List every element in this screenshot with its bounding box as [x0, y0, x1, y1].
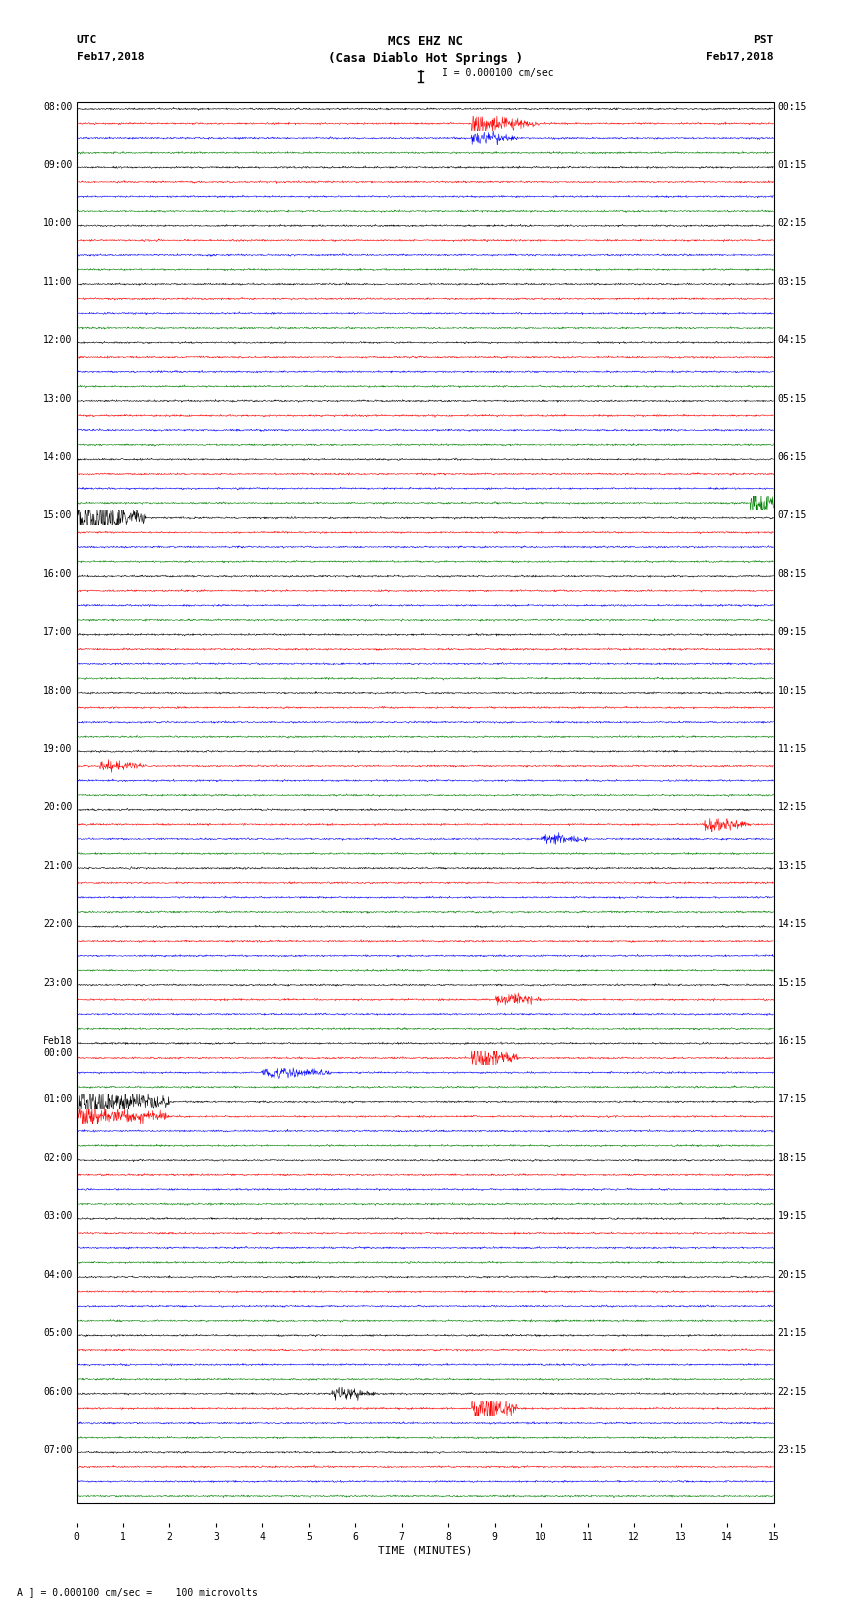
- Text: 08:00: 08:00: [42, 102, 72, 111]
- Text: 15:00: 15:00: [42, 510, 72, 521]
- Text: 02:00: 02:00: [42, 1153, 72, 1163]
- Text: 13:15: 13:15: [778, 861, 807, 871]
- Text: 23:15: 23:15: [778, 1445, 807, 1455]
- Text: 10:15: 10:15: [778, 686, 807, 695]
- Text: 07:00: 07:00: [42, 1445, 72, 1455]
- Text: 21:00: 21:00: [42, 861, 72, 871]
- Text: 14:15: 14:15: [778, 919, 807, 929]
- Text: A ] = 0.000100 cm/sec =    100 microvolts: A ] = 0.000100 cm/sec = 100 microvolts: [17, 1587, 258, 1597]
- Text: 22:00: 22:00: [42, 919, 72, 929]
- Text: PST: PST: [753, 35, 774, 45]
- Text: 06:15: 06:15: [778, 452, 807, 461]
- Text: 13:00: 13:00: [42, 394, 72, 403]
- Text: 05:15: 05:15: [778, 394, 807, 403]
- Text: 01:00: 01:00: [42, 1095, 72, 1105]
- Text: 17:00: 17:00: [42, 627, 72, 637]
- Text: 21:15: 21:15: [778, 1327, 807, 1339]
- Text: I = 0.000100 cm/sec: I = 0.000100 cm/sec: [442, 68, 553, 77]
- Text: 04:00: 04:00: [42, 1269, 72, 1279]
- Text: 16:00: 16:00: [42, 569, 72, 579]
- Text: Feb17,2018: Feb17,2018: [706, 52, 774, 61]
- Text: 04:15: 04:15: [778, 336, 807, 345]
- Text: 18:00: 18:00: [42, 686, 72, 695]
- Text: 06:00: 06:00: [42, 1387, 72, 1397]
- Text: 01:15: 01:15: [778, 160, 807, 169]
- Text: UTC: UTC: [76, 35, 97, 45]
- Text: 14:00: 14:00: [42, 452, 72, 461]
- Text: Feb17,2018: Feb17,2018: [76, 52, 144, 61]
- Text: MCS EHZ NC: MCS EHZ NC: [388, 35, 462, 48]
- Text: 19:00: 19:00: [42, 744, 72, 753]
- Text: 20:00: 20:00: [42, 802, 72, 813]
- Text: 03:15: 03:15: [778, 277, 807, 287]
- Text: 09:00: 09:00: [42, 160, 72, 169]
- Text: (Casa Diablo Hot Springs ): (Casa Diablo Hot Springs ): [327, 52, 523, 65]
- Text: 19:15: 19:15: [778, 1211, 807, 1221]
- X-axis label: TIME (MINUTES): TIME (MINUTES): [377, 1545, 473, 1557]
- Text: 05:00: 05:00: [42, 1327, 72, 1339]
- Text: 07:15: 07:15: [778, 510, 807, 521]
- Text: 10:00: 10:00: [42, 218, 72, 229]
- Text: 12:15: 12:15: [778, 802, 807, 813]
- Text: 16:15: 16:15: [778, 1036, 807, 1047]
- Text: 08:15: 08:15: [778, 569, 807, 579]
- Text: 17:15: 17:15: [778, 1095, 807, 1105]
- Text: 23:00: 23:00: [42, 977, 72, 987]
- Text: 11:00: 11:00: [42, 277, 72, 287]
- Text: Feb18
00:00: Feb18 00:00: [42, 1036, 72, 1058]
- Text: 18:15: 18:15: [778, 1153, 807, 1163]
- Text: 03:00: 03:00: [42, 1211, 72, 1221]
- Text: 11:15: 11:15: [778, 744, 807, 753]
- Text: 22:15: 22:15: [778, 1387, 807, 1397]
- Text: 00:15: 00:15: [778, 102, 807, 111]
- Text: 02:15: 02:15: [778, 218, 807, 229]
- Text: 15:15: 15:15: [778, 977, 807, 987]
- Text: 09:15: 09:15: [778, 627, 807, 637]
- Text: 12:00: 12:00: [42, 336, 72, 345]
- Text: 20:15: 20:15: [778, 1269, 807, 1279]
